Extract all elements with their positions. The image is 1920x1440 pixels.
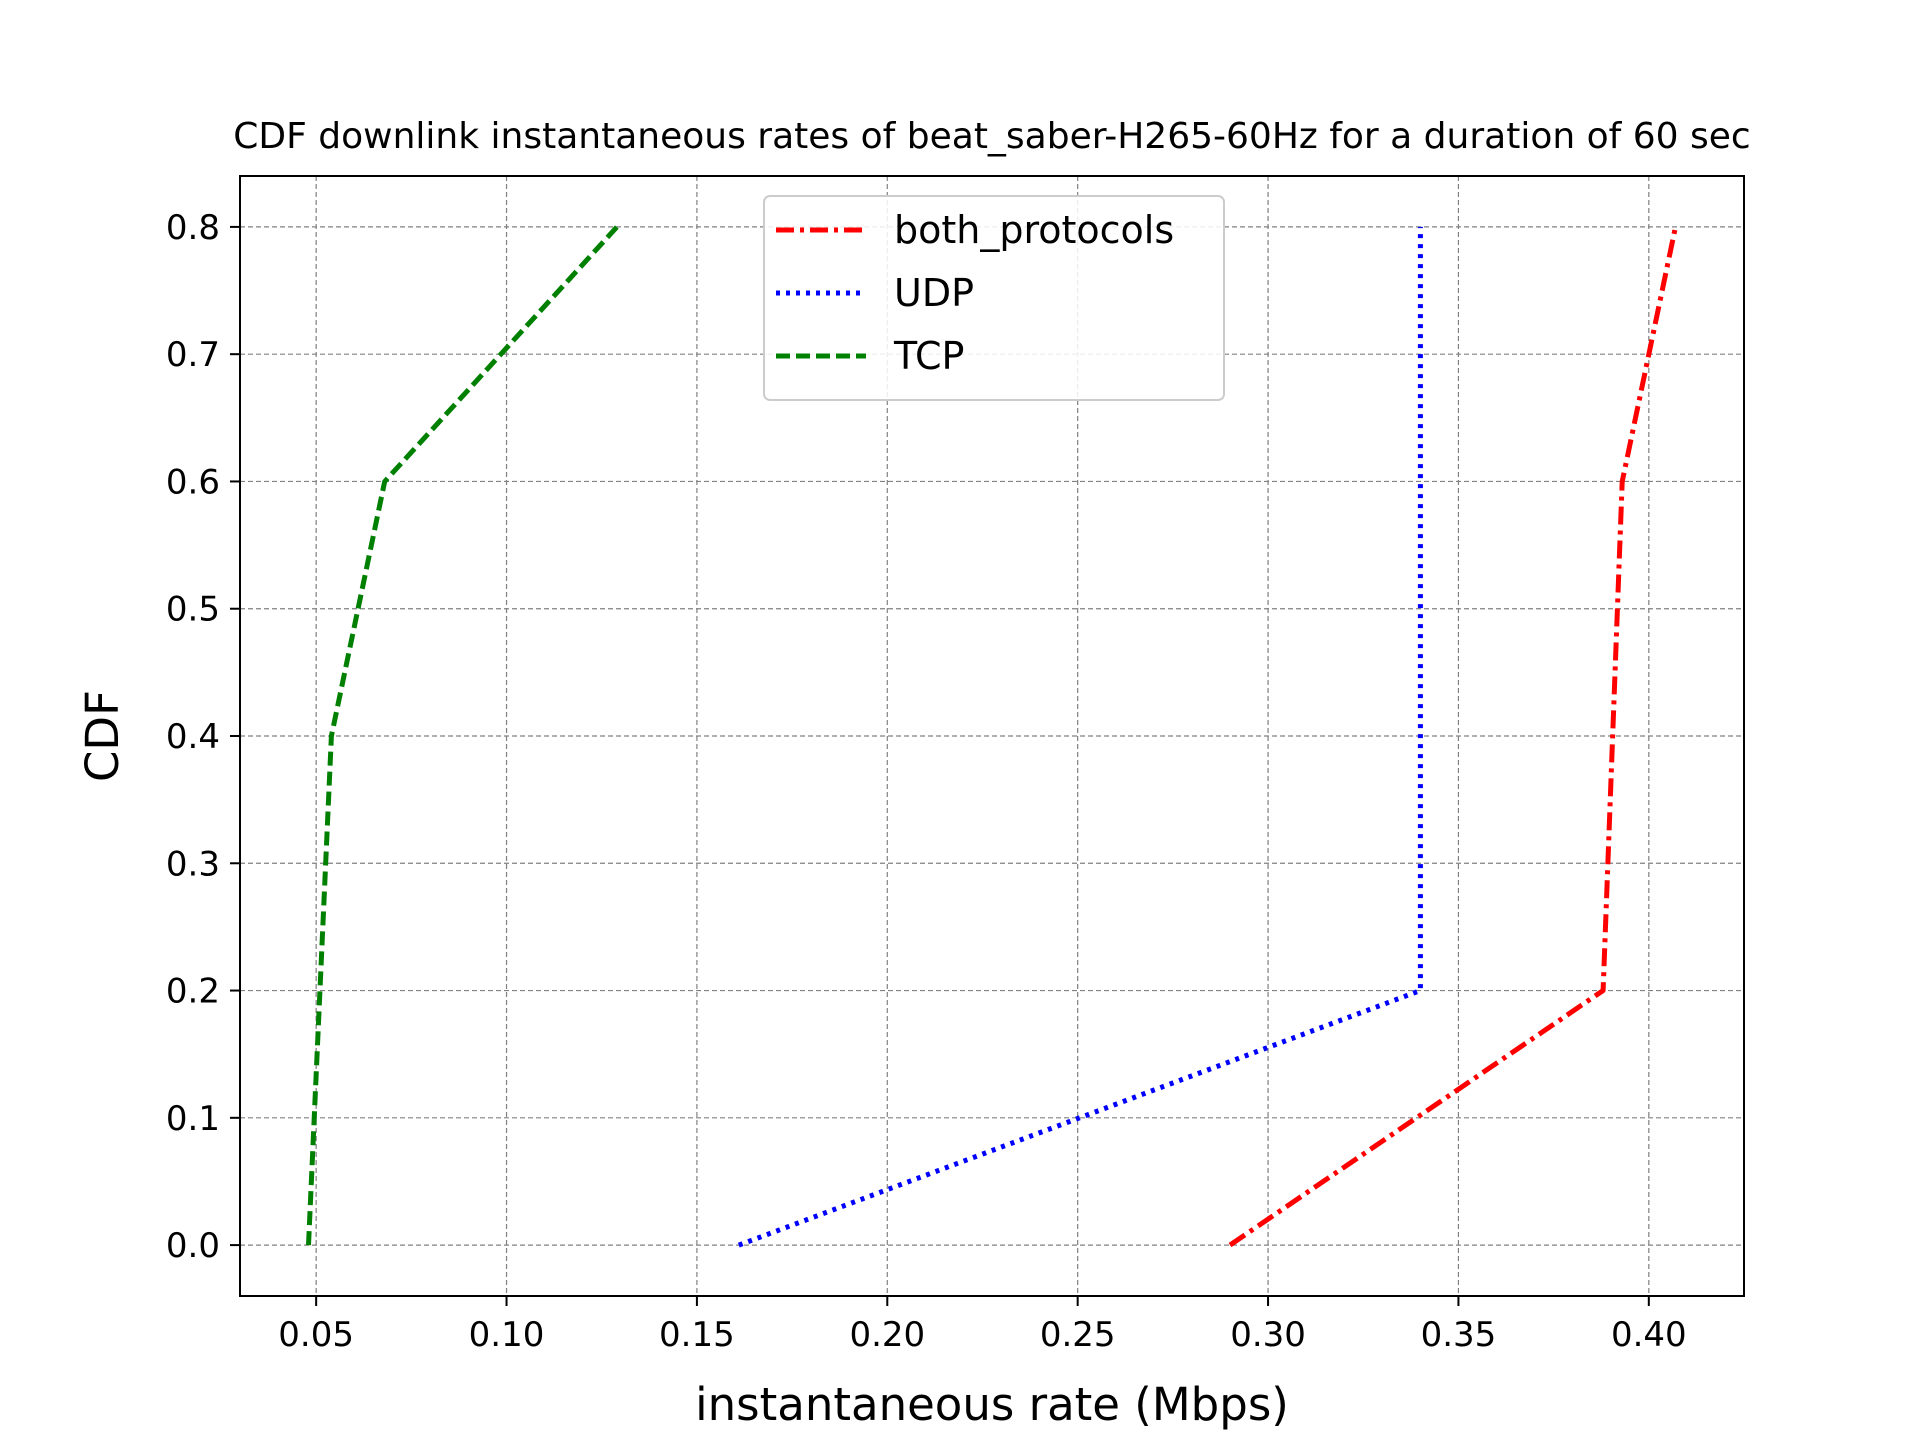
chart-title: CDF downlink instantaneous rates of beat…: [233, 116, 1750, 157]
y-tick-label: 0.6: [166, 462, 220, 502]
legend-label-tcp: TCP: [893, 334, 964, 378]
y-tick-label: 0.3: [166, 844, 220, 884]
series-lines: [306, 225, 1678, 1248]
legend-label-udp: UDP: [894, 271, 974, 315]
x-tick-label: 0.40: [1611, 1315, 1687, 1355]
x-tick-label: 0.05: [278, 1315, 354, 1355]
y-tick-label: 0.0: [166, 1226, 220, 1266]
x-tick-label: 0.30: [1230, 1315, 1306, 1355]
x-axis-label: instantaneous rate (Mbps): [695, 1378, 1289, 1431]
legend-label-both-protocols: both_protocols: [894, 208, 1174, 252]
x-tick-label: 0.15: [659, 1315, 735, 1355]
y-axis-label: CDF: [76, 690, 129, 782]
x-tick-label: 0.20: [849, 1315, 925, 1355]
x-tick-label: 0.25: [1040, 1315, 1116, 1355]
series-line-both-protocols: [1228, 226, 1678, 1248]
y-tick-label: 0.5: [166, 590, 220, 630]
axis-ticks: 0.05 0.10 0.15 0.20 0.25 0.30 0.35 0.40 0.0 0.1 0.…: [166, 208, 1687, 1355]
legend-box: [763, 195, 1225, 401]
x-tick-label: 0.10: [469, 1315, 545, 1355]
y-tick-label: 0.8: [166, 208, 220, 248]
y-tick-label: 0.4: [166, 717, 220, 757]
series-line-udp: [737, 226, 1423, 1248]
y-tick-label: 0.7: [166, 335, 220, 375]
x-tick-label: 0.35: [1421, 1315, 1497, 1355]
legend: both_protocols UDP TCP: [763, 195, 1225, 401]
series-line-tcp: [306, 225, 619, 1246]
y-tick-label: 0.1: [166, 1099, 220, 1139]
y-tick-label: 0.2: [166, 972, 220, 1012]
